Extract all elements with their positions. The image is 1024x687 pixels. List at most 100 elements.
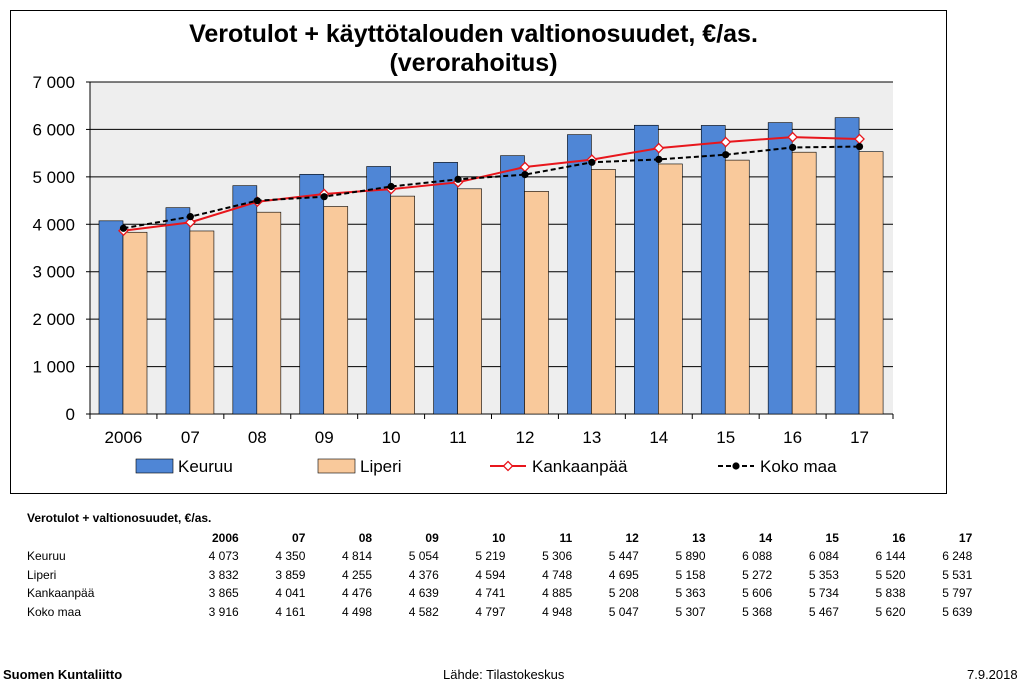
table-cell: 4 639 bbox=[408, 586, 439, 600]
line-point bbox=[588, 158, 596, 166]
table-header-cell: 14 bbox=[758, 530, 773, 545]
table-cell: 4 594 bbox=[475, 567, 506, 582]
table-cell: 5 838 bbox=[875, 586, 906, 600]
line-point bbox=[787, 131, 799, 143]
bar-liperi bbox=[122, 231, 148, 415]
table-cell: 5 368 bbox=[742, 604, 773, 619]
y-tick-label: 4 000 bbox=[32, 215, 75, 234]
table-row: Kankaanpää 3 865 4 041 4 476 4 639 4 741 4 885… bbox=[27, 584, 972, 603]
y-tick-label: 7 000 bbox=[32, 73, 75, 92]
table-cell: 5 606 bbox=[742, 586, 773, 600]
table-header-spacer bbox=[27, 529, 172, 548]
legend-label: Keuruu bbox=[178, 457, 233, 476]
table-cell: 4 748 bbox=[542, 567, 573, 582]
table-cell: 3 832 bbox=[208, 567, 239, 582]
table-cell: 3 865 bbox=[208, 586, 239, 600]
bar-liperi bbox=[524, 191, 549, 415]
x-tick-label: 12 bbox=[515, 428, 534, 447]
bar-liperi bbox=[658, 163, 683, 415]
legend-swatch bbox=[317, 458, 356, 474]
bar-liperi bbox=[724, 159, 750, 415]
table-row-label: Koko maa bbox=[27, 604, 82, 619]
table-cell: 4 695 bbox=[608, 567, 639, 582]
bar-liperi bbox=[189, 230, 215, 415]
table-body: Keuruu 4 073 4 350 4 814 5 054 5 219 5 306 5 44… bbox=[27, 547, 972, 621]
table-cell: 6 084 bbox=[808, 549, 839, 563]
table-cell: 5 353 bbox=[808, 567, 839, 582]
table-cell: 5 047 bbox=[608, 604, 639, 619]
table-header-cell: 09 bbox=[425, 530, 439, 545]
table-cell: 6 088 bbox=[742, 549, 773, 563]
footer-source: Lähde: Tilastokeskus bbox=[443, 667, 565, 682]
bar-liperi bbox=[591, 169, 616, 415]
table-cell: 4 476 bbox=[342, 586, 373, 600]
y-tick-label: 0 bbox=[66, 405, 75, 424]
table-cell: 5 734 bbox=[808, 586, 839, 600]
table-cell: 5 307 bbox=[675, 604, 706, 619]
x-tick-label: 10 bbox=[382, 428, 401, 447]
table-cell: 6 144 bbox=[875, 549, 906, 563]
table-cell: 4 376 bbox=[408, 567, 439, 582]
table-cell: 5 620 bbox=[875, 604, 906, 619]
table-cell: 5 467 bbox=[808, 604, 839, 619]
bar-keuruu bbox=[433, 162, 458, 415]
chart-svg: 0 1 000 2 000 3 000 4 000 5 000 6 000 7 000 2006… bbox=[32, 73, 894, 476]
line-point bbox=[722, 151, 730, 159]
bar-keuruu bbox=[567, 134, 592, 415]
bar-keuruu bbox=[834, 117, 860, 415]
chart-title-line2: (verorahoitus) bbox=[389, 49, 558, 77]
line-point bbox=[253, 197, 261, 205]
y-tick-label: 2 000 bbox=[32, 310, 75, 329]
table-cell: 4 885 bbox=[542, 586, 573, 600]
table-header-cell: 16 bbox=[892, 530, 906, 545]
line-point bbox=[119, 224, 128, 232]
bar-keuruu bbox=[366, 166, 391, 415]
bar-keuruu bbox=[500, 155, 525, 415]
table-cell: 5 272 bbox=[742, 567, 773, 582]
table-header-cell: 2006 bbox=[211, 530, 239, 545]
table-cell: 4 350 bbox=[275, 549, 306, 563]
bar-keuruu bbox=[165, 207, 191, 415]
line-point bbox=[521, 171, 529, 179]
table-cell: 5 158 bbox=[675, 567, 706, 582]
legend-label: Kankaanpää bbox=[532, 457, 628, 476]
bar-liperi bbox=[457, 188, 482, 415]
table-row-label: Kankaanpää bbox=[27, 586, 95, 600]
x-tick-label: 07 bbox=[181, 428, 200, 447]
table-cell: 6 248 bbox=[942, 549, 973, 563]
table-cell: 4 814 bbox=[342, 549, 373, 563]
line-point bbox=[184, 216, 196, 228]
table-title: Verotulot + valtionosuudet, €/as. bbox=[27, 511, 212, 525]
x-tick-label: 09 bbox=[315, 428, 334, 447]
table-cell: 5 797 bbox=[942, 586, 973, 600]
legend-marker bbox=[502, 460, 514, 472]
table-cell: 5 219 bbox=[475, 549, 506, 563]
chart-title: Verotulot + käyttötalouden valtionosuude… bbox=[10, 20, 937, 78]
data-table: Verotulot + valtionosuudet, €/as. 2006 0… bbox=[27, 509, 972, 621]
line-point bbox=[720, 136, 732, 148]
table-header-cell: 10 bbox=[492, 530, 506, 545]
table-cell: 5 890 bbox=[675, 549, 706, 563]
table-cell: 4 797 bbox=[475, 604, 506, 619]
table-cell: 3 916 bbox=[208, 604, 239, 619]
series-line bbox=[123, 145, 860, 230]
footer-organization: Suomen Kuntaliitto bbox=[3, 667, 123, 682]
bar-keuruu bbox=[232, 185, 258, 415]
bar-keuruu bbox=[299, 173, 325, 415]
table-cell: 3 859 bbox=[275, 567, 306, 582]
table-row: Liperi 3 832 3 859 4 255 4 376 4 594 4 748 4 69… bbox=[27, 566, 972, 585]
table-cell: 4 161 bbox=[275, 604, 306, 619]
line-point bbox=[855, 142, 864, 151]
table-cell: 5 306 bbox=[542, 549, 573, 563]
x-tick-label: 2006 bbox=[105, 428, 143, 447]
legend-label: Koko maa bbox=[760, 457, 837, 476]
table-cell: 5 447 bbox=[608, 549, 639, 563]
x-tick-label: 15 bbox=[716, 428, 735, 447]
table-header-cell: 08 bbox=[358, 530, 373, 545]
line-point bbox=[387, 182, 395, 191]
x-tick-label: 16 bbox=[783, 428, 802, 447]
footer-date: 7.9.2018 bbox=[967, 667, 1018, 682]
x-tick-label: 11 bbox=[449, 428, 467, 447]
table-cell: 4 741 bbox=[475, 586, 506, 600]
x-tick-label: 17 bbox=[850, 428, 869, 447]
